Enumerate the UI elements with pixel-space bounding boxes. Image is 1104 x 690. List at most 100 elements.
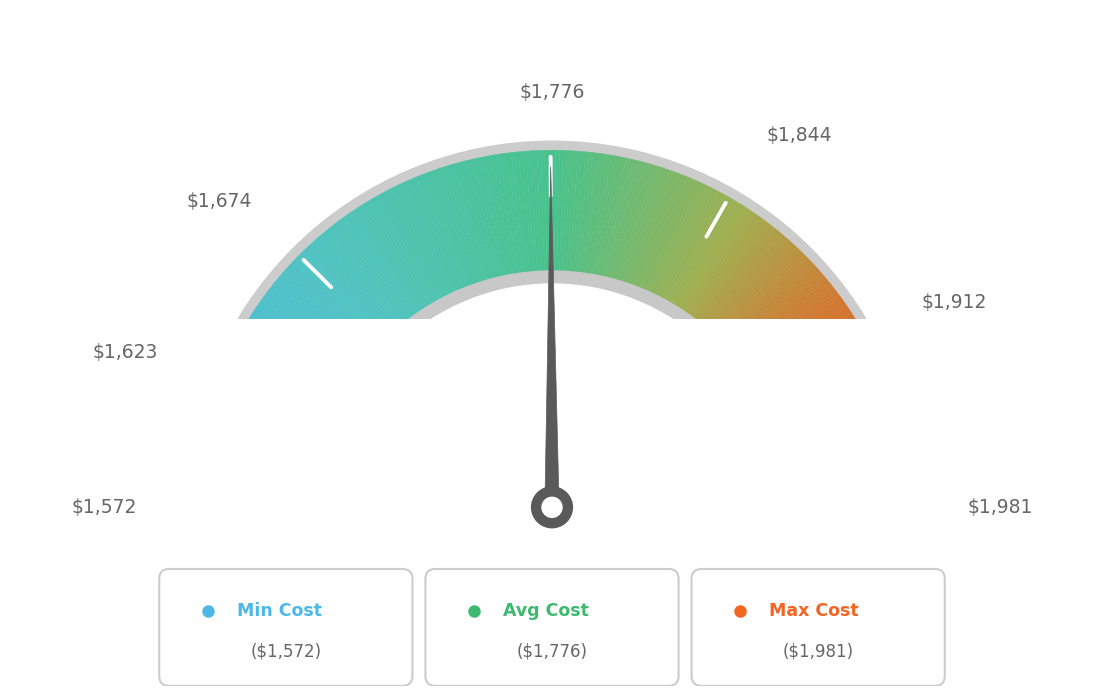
Wedge shape (763, 373, 884, 424)
Wedge shape (634, 174, 683, 296)
Wedge shape (636, 175, 687, 297)
Wedge shape (358, 206, 431, 317)
FancyBboxPatch shape (691, 569, 945, 686)
Wedge shape (390, 188, 450, 305)
Wedge shape (500, 154, 521, 282)
Wedge shape (745, 319, 858, 390)
Bar (152, 319, 952, 514)
Wedge shape (231, 348, 349, 408)
Bar (0, 507, 1104, 690)
Wedge shape (403, 181, 459, 301)
Wedge shape (657, 191, 721, 307)
Wedge shape (212, 393, 337, 437)
Polygon shape (545, 166, 559, 507)
Text: $1,844: $1,844 (766, 126, 831, 145)
Wedge shape (503, 153, 523, 282)
Wedge shape (195, 496, 325, 502)
Wedge shape (606, 161, 640, 287)
Wedge shape (316, 237, 404, 337)
Text: $1,776: $1,776 (519, 83, 585, 101)
Circle shape (531, 486, 573, 529)
Wedge shape (220, 373, 341, 424)
Wedge shape (777, 466, 907, 484)
Wedge shape (243, 326, 357, 394)
Wedge shape (265, 291, 371, 372)
Wedge shape (291, 260, 388, 352)
Wedge shape (779, 504, 909, 507)
Wedge shape (556, 150, 563, 280)
Wedge shape (693, 228, 777, 331)
Wedge shape (744, 316, 856, 388)
Wedge shape (638, 177, 690, 298)
Wedge shape (766, 390, 891, 435)
Wedge shape (696, 230, 779, 332)
Wedge shape (522, 151, 535, 281)
Wedge shape (713, 255, 807, 348)
Wedge shape (704, 242, 794, 340)
Wedge shape (778, 481, 909, 493)
Wedge shape (729, 283, 831, 366)
Wedge shape (453, 164, 491, 289)
Wedge shape (611, 162, 648, 288)
Wedge shape (581, 153, 601, 282)
Wedge shape (200, 444, 328, 469)
Wedge shape (765, 383, 888, 431)
Wedge shape (253, 310, 363, 384)
Wedge shape (549, 150, 552, 280)
Wedge shape (232, 345, 350, 406)
Wedge shape (680, 212, 756, 321)
Wedge shape (478, 157, 507, 285)
Wedge shape (753, 342, 870, 404)
Wedge shape (714, 257, 809, 350)
Wedge shape (595, 157, 623, 284)
Wedge shape (442, 166, 484, 291)
Text: $1,572: $1,572 (71, 497, 137, 517)
Wedge shape (737, 300, 846, 377)
Wedge shape (197, 470, 326, 486)
Wedge shape (754, 345, 872, 406)
Wedge shape (752, 339, 869, 402)
Wedge shape (544, 150, 550, 280)
Wedge shape (709, 250, 802, 345)
Wedge shape (718, 263, 815, 353)
Wedge shape (414, 177, 466, 298)
Wedge shape (564, 150, 574, 281)
Wedge shape (590, 155, 615, 284)
Wedge shape (730, 286, 835, 368)
Wedge shape (330, 225, 413, 329)
Wedge shape (772, 419, 899, 453)
Wedge shape (258, 300, 367, 377)
Wedge shape (195, 477, 326, 491)
Wedge shape (608, 161, 645, 288)
Wedge shape (533, 150, 542, 280)
Wedge shape (325, 230, 408, 332)
Wedge shape (772, 415, 898, 451)
Wedge shape (767, 393, 892, 437)
Wedge shape (435, 169, 479, 293)
Wedge shape (485, 156, 512, 284)
Wedge shape (406, 179, 461, 299)
Wedge shape (474, 158, 505, 286)
Wedge shape (364, 202, 434, 314)
Wedge shape (199, 455, 327, 477)
Wedge shape (289, 263, 386, 353)
Wedge shape (671, 204, 743, 315)
Wedge shape (383, 191, 447, 307)
Wedge shape (203, 429, 330, 460)
FancyBboxPatch shape (425, 569, 679, 686)
Wedge shape (197, 466, 327, 484)
Wedge shape (537, 150, 545, 280)
Wedge shape (649, 184, 708, 303)
Wedge shape (625, 169, 669, 293)
Wedge shape (308, 244, 399, 342)
Wedge shape (400, 183, 457, 302)
Wedge shape (583, 154, 604, 282)
Wedge shape (728, 279, 829, 364)
Wedge shape (756, 352, 875, 411)
Wedge shape (342, 216, 421, 324)
Wedge shape (746, 322, 859, 392)
Wedge shape (195, 485, 326, 495)
Wedge shape (481, 157, 509, 284)
Wedge shape (251, 313, 361, 386)
Wedge shape (417, 175, 468, 297)
